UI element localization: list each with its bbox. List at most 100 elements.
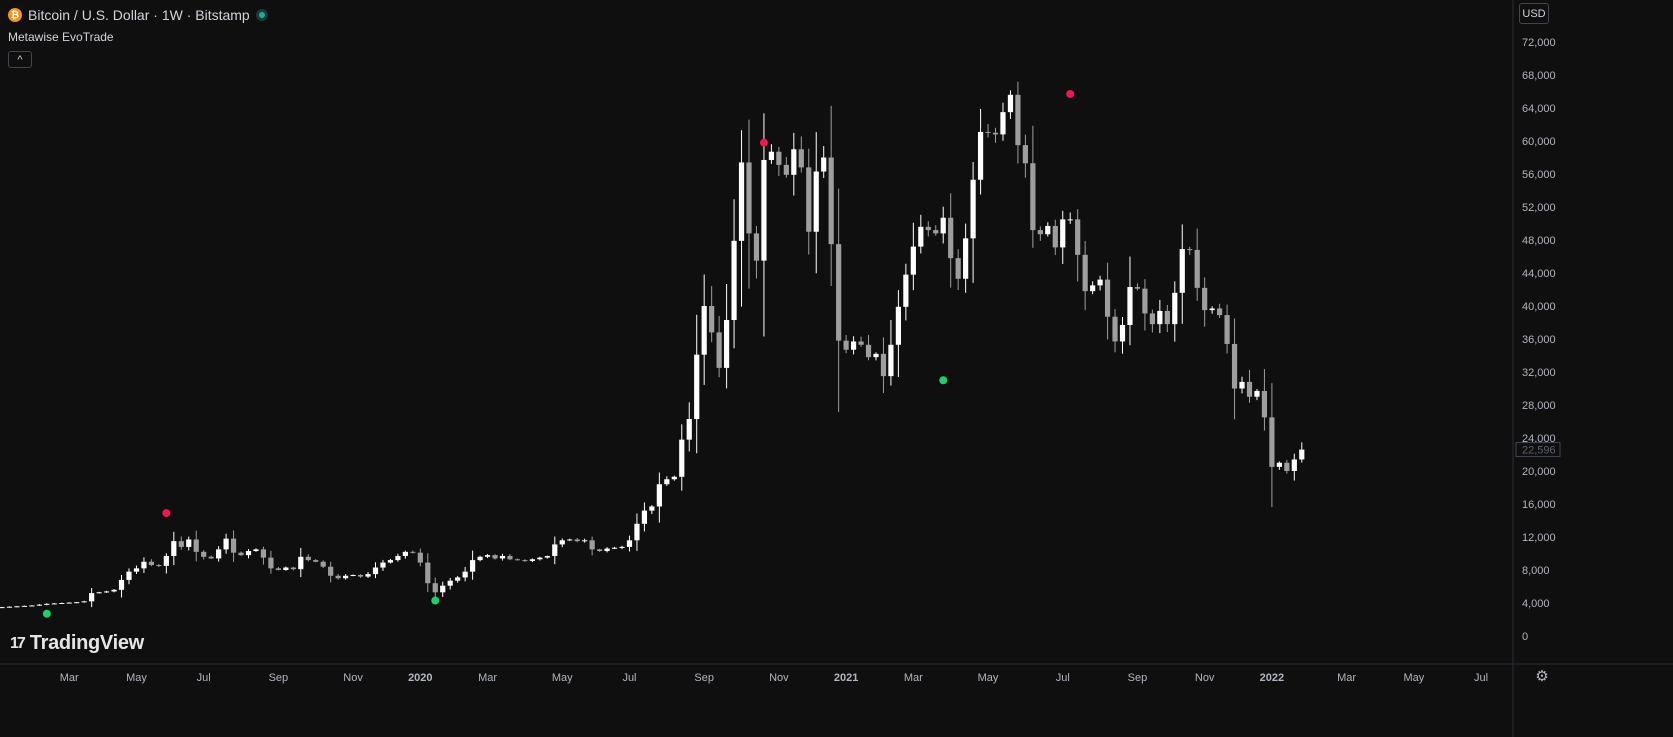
collapse-button[interactable]: ^ xyxy=(8,51,32,68)
candle xyxy=(567,539,573,541)
candle xyxy=(365,574,371,577)
candle xyxy=(492,555,498,559)
candle xyxy=(1142,288,1148,314)
candle xyxy=(1045,225,1051,235)
candle xyxy=(350,574,356,576)
candle xyxy=(455,577,461,581)
price-tick-label: 56,000 xyxy=(1522,169,1556,181)
time-tick-label: May xyxy=(552,672,573,684)
candle xyxy=(148,561,154,566)
candle xyxy=(671,476,677,480)
candle xyxy=(484,555,491,557)
candle xyxy=(268,557,274,569)
candle xyxy=(1291,459,1297,471)
tradingview-logo[interactable]: 17 TradingView xyxy=(10,632,144,655)
candle xyxy=(1276,462,1282,467)
candle xyxy=(753,233,760,261)
candle xyxy=(611,547,618,549)
time-tick-label: May xyxy=(978,672,999,684)
candle xyxy=(679,439,685,477)
time-tick-label: Mar xyxy=(60,672,79,684)
candle xyxy=(694,354,700,420)
candle xyxy=(507,555,513,560)
candle xyxy=(925,226,931,231)
candle xyxy=(589,540,595,550)
indicator-name[interactable]: Metawise EvoTrade xyxy=(8,30,114,44)
candle xyxy=(776,151,782,165)
candle xyxy=(118,579,125,590)
candle xyxy=(1022,145,1028,164)
candle xyxy=(597,549,603,552)
candle xyxy=(709,306,715,333)
candle xyxy=(828,157,834,245)
candle xyxy=(447,580,453,586)
candle xyxy=(918,226,924,247)
time-tick-label: Jul xyxy=(1056,672,1070,684)
candle xyxy=(731,240,737,321)
candle xyxy=(193,539,199,552)
price-tick-label: 40,000 xyxy=(1522,301,1556,313)
candle xyxy=(36,604,42,606)
candle xyxy=(664,479,670,485)
candle xyxy=(1284,462,1290,471)
candle xyxy=(1269,417,1275,467)
candle xyxy=(29,605,35,607)
candle xyxy=(0,607,5,609)
candle xyxy=(320,561,326,567)
candle xyxy=(850,341,857,350)
candle xyxy=(245,551,252,556)
candle xyxy=(178,541,184,547)
candle xyxy=(230,538,237,553)
symbol-title[interactable]: Bitcoin / U.S. Dollar · 1W · Bitstamp xyxy=(28,7,250,23)
candle xyxy=(746,162,752,234)
time-tick-label: Mar xyxy=(904,672,923,684)
candle xyxy=(1149,313,1155,325)
price-tick-label: 72,000 xyxy=(1522,37,1556,49)
settings-icon[interactable]: ⚙ xyxy=(1535,668,1549,685)
candle xyxy=(111,589,117,592)
candle xyxy=(395,555,401,561)
currency-button[interactable]: USD xyxy=(1519,3,1549,24)
sell-signal-dot xyxy=(759,138,768,147)
logo-text: TradingView xyxy=(29,632,144,654)
candle xyxy=(619,546,625,548)
candle xyxy=(544,555,550,558)
candle xyxy=(1007,94,1014,113)
candle xyxy=(559,540,565,545)
time-tick-label: Nov xyxy=(343,672,363,684)
candle xyxy=(380,562,386,568)
candle xyxy=(51,603,57,605)
candle xyxy=(1164,310,1170,325)
candle xyxy=(1104,279,1111,317)
candle xyxy=(440,585,446,593)
candle xyxy=(201,551,207,557)
candle xyxy=(1037,230,1043,235)
candle xyxy=(216,549,222,559)
candle xyxy=(1194,249,1200,288)
price-tick-label: 24,000 xyxy=(1522,433,1556,445)
candle xyxy=(821,157,827,172)
candle xyxy=(910,246,916,275)
symbol-header[interactable]: ₿ Bitcoin / U.S. Dollar · 1W · Bitstamp xyxy=(8,7,268,23)
candle xyxy=(462,571,468,578)
time-tick-label: Sep xyxy=(694,672,714,684)
candle xyxy=(186,539,192,547)
candle xyxy=(1246,381,1253,397)
candle xyxy=(357,574,364,577)
candle xyxy=(1179,249,1185,293)
candle xyxy=(372,567,379,575)
candle xyxy=(1127,287,1133,325)
candle xyxy=(977,131,984,180)
tradingview-logo-icon: 17 xyxy=(10,634,26,652)
candle xyxy=(387,560,394,563)
candle xyxy=(1202,287,1208,311)
candle xyxy=(903,274,909,307)
candle xyxy=(1299,449,1305,460)
candle xyxy=(865,344,872,358)
candle xyxy=(1231,343,1238,389)
sell-signal-dot xyxy=(162,509,171,518)
time-tick-label: Sep xyxy=(269,672,289,684)
price-tick-label: 48,000 xyxy=(1522,235,1556,247)
candle xyxy=(499,555,506,559)
